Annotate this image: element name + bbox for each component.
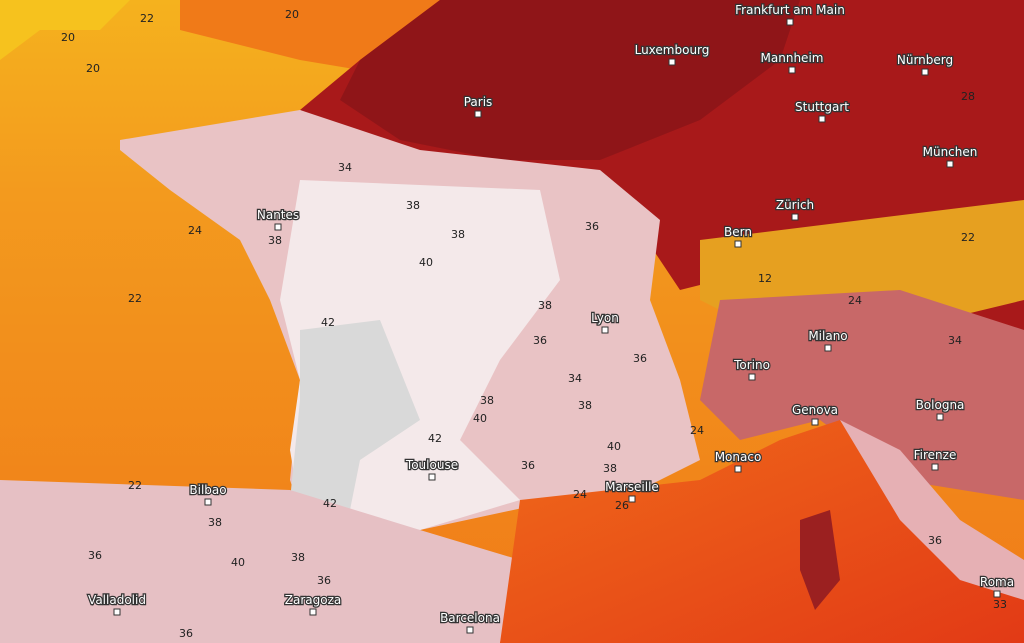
temperature-label: 38 bbox=[480, 394, 494, 407]
city-dot bbox=[788, 66, 796, 74]
city-label: Roma bbox=[980, 575, 1014, 589]
city-label: Torino bbox=[733, 358, 770, 372]
temperature-label: 34 bbox=[338, 161, 352, 174]
temperature-label: 38 bbox=[208, 516, 222, 529]
city-dot bbox=[811, 418, 819, 426]
temperature-label: 20 bbox=[86, 62, 100, 75]
city-dot bbox=[474, 110, 482, 118]
temperature-label: 40 bbox=[607, 440, 621, 453]
temperature-label: 22 bbox=[128, 479, 142, 492]
corsica bbox=[800, 510, 840, 610]
mediterranean bbox=[500, 420, 1024, 643]
city-dot bbox=[113, 608, 121, 616]
city-dot bbox=[734, 465, 742, 473]
city-dot bbox=[601, 326, 609, 334]
city-label: Monaco bbox=[715, 450, 762, 464]
temperature-label: 24 bbox=[848, 294, 862, 307]
temperature-label: 42 bbox=[428, 432, 442, 445]
temperature-label: 38 bbox=[268, 234, 282, 247]
city-label: Firenze bbox=[914, 448, 957, 462]
city-dot bbox=[309, 608, 317, 616]
city-label: Barcelona bbox=[440, 611, 500, 625]
temperature-label: 34 bbox=[948, 334, 962, 347]
city-dot bbox=[628, 495, 636, 503]
city-dot bbox=[936, 413, 944, 421]
city-dot bbox=[786, 18, 794, 26]
temperature-label: 22 bbox=[961, 231, 975, 244]
temperature-label: 38 bbox=[538, 299, 552, 312]
city-dot bbox=[466, 626, 474, 634]
city-label: Frankfurt am Main bbox=[735, 3, 845, 17]
temperature-label: 36 bbox=[521, 459, 535, 472]
city-label: Marseille bbox=[605, 480, 659, 494]
north-france bbox=[340, 0, 800, 160]
city-label: Toulouse bbox=[405, 458, 458, 472]
temperature-label: 40 bbox=[419, 256, 433, 269]
city-label: Paris bbox=[464, 95, 493, 109]
temperature-label: 40 bbox=[473, 412, 487, 425]
temperature-label: 36 bbox=[633, 352, 647, 365]
temperature-label: 42 bbox=[321, 316, 335, 329]
city-label: Bologna bbox=[916, 398, 965, 412]
temperature-label: 36 bbox=[585, 220, 599, 233]
temperature-label: 34 bbox=[568, 372, 582, 385]
temperature-label: 40 bbox=[231, 556, 245, 569]
temperature-label: 24 bbox=[690, 424, 704, 437]
city-label: München bbox=[923, 145, 978, 159]
temperature-label: 36 bbox=[317, 574, 331, 587]
city-dot bbox=[668, 58, 676, 66]
uk-coast bbox=[0, 0, 130, 60]
spain bbox=[0, 480, 520, 643]
city-label: Nantes bbox=[257, 208, 299, 222]
temperature-label: 36 bbox=[88, 549, 102, 562]
city-label: Bilbao bbox=[189, 483, 226, 497]
temperature-label: 28 bbox=[961, 90, 975, 103]
city-dot bbox=[791, 213, 799, 221]
temperature-label: 36 bbox=[928, 534, 942, 547]
city-dot bbox=[204, 498, 212, 506]
temperature-label: 20 bbox=[61, 31, 75, 44]
landes bbox=[290, 320, 420, 510]
city-label: Lyon bbox=[591, 311, 619, 325]
city-dot bbox=[824, 344, 832, 352]
temperature-label: 38 bbox=[578, 399, 592, 412]
city-label: Luxembourg bbox=[635, 43, 710, 57]
temperature-label: 20 bbox=[285, 8, 299, 21]
temperature-label: 38 bbox=[451, 228, 465, 241]
temperature-label: 12 bbox=[758, 272, 772, 285]
city-dot bbox=[993, 590, 1001, 598]
temperature-label: 24 bbox=[188, 224, 202, 237]
city-label: Genova bbox=[792, 403, 838, 417]
po-valley bbox=[700, 290, 1024, 500]
temperature-label: 38 bbox=[603, 462, 617, 475]
city-dot bbox=[818, 115, 826, 123]
city-dot bbox=[734, 240, 742, 248]
city-dot bbox=[921, 68, 929, 76]
city-label: Zaragoza bbox=[285, 593, 341, 607]
city-label: Nürnberg bbox=[897, 53, 953, 67]
temperature-label: 33 bbox=[993, 598, 1007, 611]
city-dot bbox=[946, 160, 954, 168]
city-dot bbox=[748, 373, 756, 381]
temperature-label: 36 bbox=[533, 334, 547, 347]
temperature-label: 22 bbox=[140, 12, 154, 25]
city-label: Milano bbox=[808, 329, 847, 343]
city-label: Valladolid bbox=[88, 593, 146, 607]
city-dot bbox=[428, 473, 436, 481]
temperature-label: 36 bbox=[179, 627, 193, 640]
temperature-label: 38 bbox=[406, 199, 420, 212]
city-label: Bern bbox=[724, 225, 752, 239]
temperature-label: 22 bbox=[128, 292, 142, 305]
city-label: Zürich bbox=[776, 198, 814, 212]
temperature-label: 24 bbox=[573, 488, 587, 501]
temperature-label: 42 bbox=[323, 497, 337, 510]
city-dot bbox=[931, 463, 939, 471]
city-label: Stuttgart bbox=[795, 100, 849, 114]
temperature-label: 38 bbox=[291, 551, 305, 564]
temperature-label: 26 bbox=[615, 499, 629, 512]
city-label: Mannheim bbox=[761, 51, 824, 65]
italy bbox=[840, 420, 1024, 600]
city-dot bbox=[274, 223, 282, 231]
